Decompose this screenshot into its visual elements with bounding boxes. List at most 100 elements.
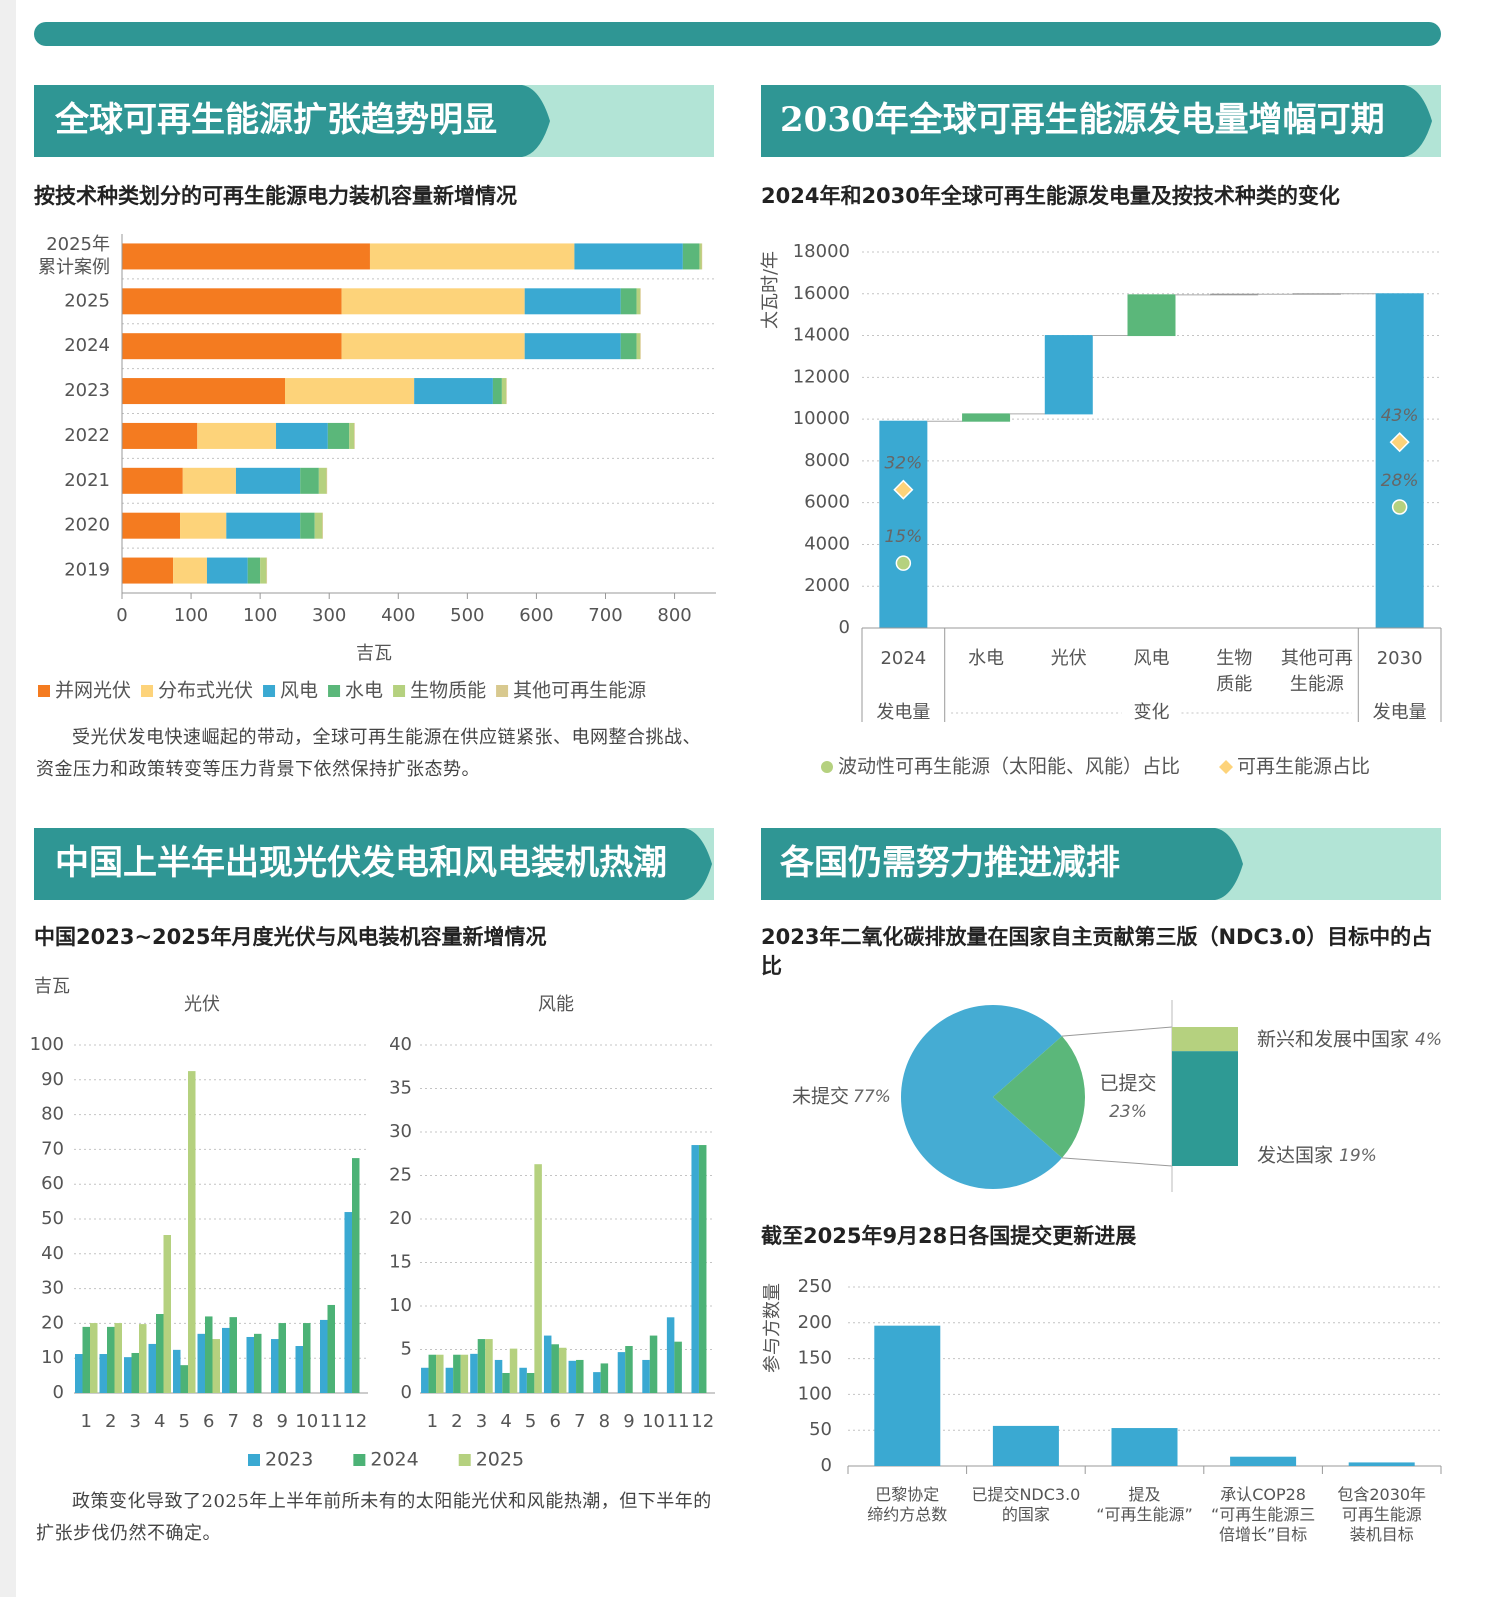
y-tick-label: 14000: [793, 325, 850, 346]
bar: [114, 1323, 122, 1393]
banner: [34, 828, 712, 900]
bar: [295, 1346, 303, 1393]
y-tick-label: 2024: [64, 335, 110, 356]
bar-segment: [414, 378, 493, 405]
connector: [1061, 1157, 1173, 1167]
legend-swatch: [353, 1454, 366, 1466]
y-tick-label: 16000: [793, 283, 850, 304]
breakdown-value: 19%: [1339, 1146, 1377, 1166]
x-tick-label: 4: [154, 1411, 165, 1432]
bar: [124, 1357, 132, 1393]
bar: [485, 1339, 493, 1393]
y-tick-label: 2023: [64, 380, 110, 401]
y-tick-label: 0: [401, 1382, 412, 1403]
legend-swatch: [38, 685, 50, 697]
legend-swatch: [263, 685, 276, 697]
bar: [1348, 1462, 1415, 1466]
bar: [82, 1326, 90, 1393]
bar-segment: [285, 378, 415, 405]
x-tick-label: 11: [320, 1411, 343, 1432]
y-tick-label: 0: [839, 617, 850, 638]
y-tick-label: 50: [809, 1419, 832, 1440]
bar-segment: [620, 333, 637, 360]
bar-segment: [640, 288, 641, 315]
bar: [344, 1212, 352, 1393]
x-tick-label: 8: [252, 1411, 263, 1432]
bar: [352, 1158, 360, 1393]
bar: [445, 1367, 454, 1393]
bar-segment: [226, 512, 301, 539]
bar: [428, 1354, 437, 1393]
legend-swatch: [141, 685, 154, 697]
bar-segment: [341, 333, 525, 360]
bar: [327, 1304, 335, 1393]
y-tick-label: 200: [798, 1312, 832, 1333]
x-tick-label: 11: [667, 1411, 690, 1432]
y-tick-label: 30: [41, 1278, 64, 1299]
chart-title: 2023年二氧化碳排放量在国家自主贡献第三版（NDC3.0）目标中的占比: [761, 925, 1433, 978]
section-heading: 各国仍需努力推进减排: [780, 843, 1120, 883]
bar-segment: [322, 512, 323, 539]
bar: [173, 1349, 181, 1393]
bar: [320, 1319, 328, 1393]
paragraph: 受光伏发电快速崛起的带动，全球可再生能源在供应链紧张、电网整合挑战、资金压力和政…: [36, 727, 701, 780]
x-tick-label: 水电: [968, 648, 1004, 669]
slice-value: 77%: [853, 1087, 891, 1107]
bar: [156, 1314, 164, 1393]
y-tick-label: 25: [389, 1165, 412, 1186]
edge-strip: [0, 0, 16, 1597]
y-axis-title: 吉瓦: [34, 976, 70, 997]
x-tick-label: 风电: [1134, 648, 1170, 669]
bar: [139, 1324, 147, 1393]
y-tick-label: 100: [30, 1034, 64, 1055]
group-label: 发电量: [1373, 702, 1427, 723]
bar: [600, 1363, 609, 1393]
x-tick-label: 7: [574, 1411, 585, 1432]
x-tick-label: 500: [450, 605, 484, 626]
x-tick-label: 生物质能: [1216, 648, 1252, 695]
marker-label: 15%: [884, 527, 922, 547]
y-tick-label: 100: [798, 1383, 832, 1404]
x-tick-label: 2030: [1377, 648, 1423, 669]
y-axis-title: 参与方数量: [762, 1283, 783, 1373]
bar-segment: [349, 422, 355, 449]
bar: [1230, 1456, 1297, 1466]
bar: [576, 1359, 584, 1393]
x-tick-label: 400: [381, 605, 415, 626]
legend-swatch: [248, 1454, 260, 1466]
bar-segment: [620, 288, 637, 315]
chart-title: 2024年和2030年全球可再生能源发电量及按技术种类的变化: [761, 184, 1340, 208]
bar: [90, 1323, 98, 1393]
bar: [534, 1164, 542, 1393]
x-tick-label: 12: [344, 1411, 367, 1432]
bar: [617, 1352, 626, 1393]
breakdown-label: 发达国家: [1257, 1145, 1333, 1167]
bar: [625, 1346, 633, 1393]
top-band: [34, 22, 1441, 46]
breakdown-label: 新兴和发展中国家: [1257, 1029, 1409, 1051]
x-tick-label: 4: [500, 1411, 511, 1432]
pie-slice: [901, 1005, 1063, 1189]
bar-segment: [122, 557, 174, 584]
x-tick-label: 承认COP28 “可再生能源三倍增长”目标: [1211, 1485, 1315, 1544]
x-tick-label: 10: [642, 1411, 665, 1432]
x-tick-label: 100: [243, 605, 277, 626]
y-tick-label: 2020: [64, 515, 110, 536]
x-tick-label: 3: [130, 1411, 141, 1432]
bar: [436, 1354, 444, 1393]
slice-label: 未提交: [792, 1086, 849, 1108]
bar: [1210, 293, 1259, 296]
bar: [229, 1317, 237, 1393]
bar-segment: [318, 467, 327, 494]
x-tick-label: 10: [295, 1411, 318, 1432]
bar: [205, 1316, 213, 1393]
x-tick-label: 2024: [880, 648, 926, 669]
legend-swatch: [458, 1454, 471, 1466]
breakdown-value: 4%: [1415, 1030, 1442, 1050]
y-tick-label: 20: [389, 1208, 412, 1229]
bar: [962, 413, 1011, 422]
banner: [761, 85, 1432, 157]
slice-label: 已提交: [1099, 1073, 1156, 1095]
bar-segment: [354, 422, 355, 449]
legend-swatch: [496, 685, 509, 697]
